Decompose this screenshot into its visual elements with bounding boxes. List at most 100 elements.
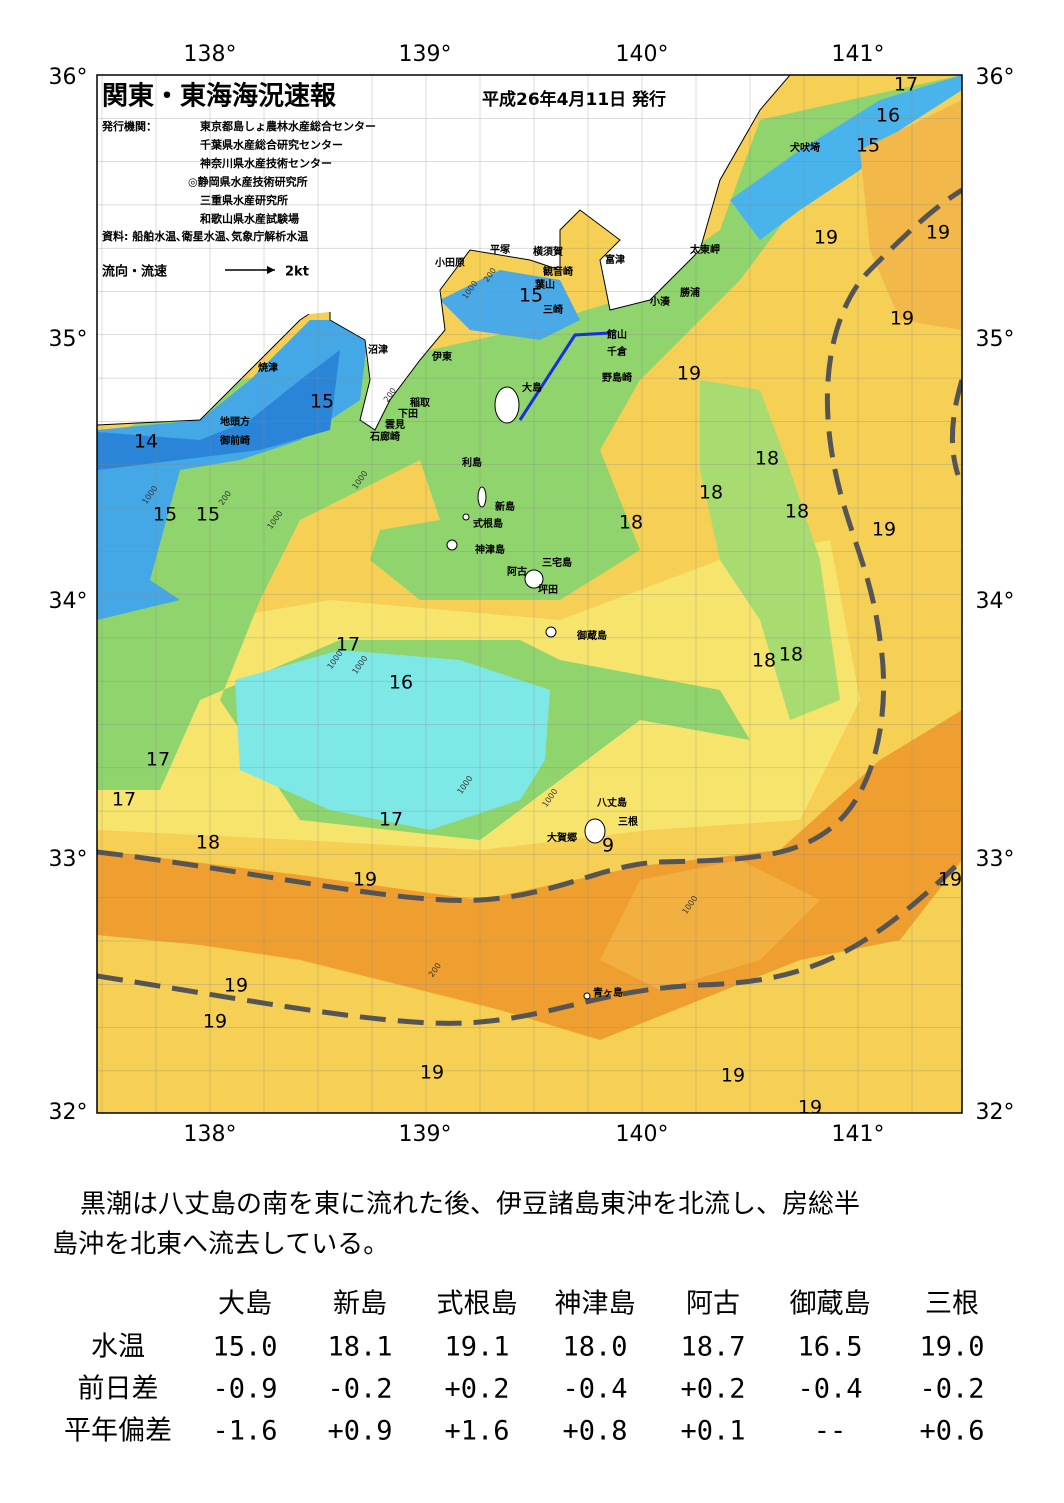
table-cell: 18.0 bbox=[562, 1332, 627, 1363]
table-cell: 15.0 bbox=[212, 1332, 277, 1363]
islands bbox=[446, 386, 606, 1000]
table-cell: +0.6 bbox=[919, 1416, 984, 1447]
lon-label: 140° bbox=[616, 42, 669, 67]
lon-label: 140° bbox=[616, 1122, 669, 1147]
contour-label: 19 bbox=[814, 227, 838, 249]
lat-label: 32° bbox=[976, 1100, 1015, 1125]
green-water bbox=[97, 75, 962, 840]
place-name: 小田原 bbox=[434, 256, 465, 269]
place-name: 御蔵島 bbox=[576, 629, 607, 642]
contour-label: 18 bbox=[196, 832, 220, 854]
bay-blue bbox=[440, 270, 580, 340]
island bbox=[494, 386, 520, 424]
contour-label: 18 bbox=[619, 512, 643, 534]
row-label: 平年偏差 bbox=[64, 1416, 172, 1447]
table-cell: -0.2 bbox=[919, 1374, 984, 1405]
contour-label: 19 bbox=[224, 975, 248, 997]
contour-label: 19 bbox=[890, 308, 914, 330]
table-cell: -1.6 bbox=[212, 1416, 277, 1447]
lon-label: 138° bbox=[184, 42, 237, 67]
lon-label: 141° bbox=[832, 1122, 885, 1147]
place-name: 青ヶ島 bbox=[593, 986, 623, 999]
lat-label: 33° bbox=[976, 847, 1015, 872]
contour-label: 19 bbox=[677, 363, 701, 385]
contour-label: 9 bbox=[602, 835, 614, 857]
lat-label: 35° bbox=[49, 327, 88, 352]
contour-label: 15 bbox=[310, 391, 334, 413]
island bbox=[524, 569, 544, 589]
place-name: 御前崎 bbox=[219, 434, 250, 447]
place-name: 利島 bbox=[462, 456, 482, 469]
contour-label: 17 bbox=[336, 634, 360, 656]
kuroshio-edge-east bbox=[949, 379, 962, 476]
contour-label: 19 bbox=[353, 869, 377, 891]
table-header: 新島 bbox=[333, 1289, 387, 1320]
table-header: 三根 bbox=[925, 1289, 979, 1320]
lat-label: 34° bbox=[49, 589, 88, 614]
place-name: 野島崎 bbox=[602, 371, 632, 384]
place-name: 勝浦 bbox=[680, 286, 700, 299]
contour-label: 17 bbox=[146, 749, 170, 771]
contour-label: 18 bbox=[755, 448, 779, 470]
source: 資料: 船舶水温､衛星水温､気象庁解析水温 bbox=[102, 229, 308, 243]
map-frame bbox=[96, 74, 963, 1114]
lat-label: 36° bbox=[49, 65, 88, 90]
flow-legend: 流向・流速 bbox=[102, 264, 167, 280]
table-cell: +0.9 bbox=[327, 1416, 392, 1447]
contour-label: 19 bbox=[721, 1065, 745, 1087]
place-name: 新島 bbox=[495, 500, 515, 513]
place-name: 焼津 bbox=[258, 361, 278, 374]
table-header: 神津島 bbox=[555, 1289, 636, 1320]
contour-label: 15 bbox=[856, 135, 880, 157]
place-name: 下田 bbox=[398, 408, 418, 420]
place-name: 大島 bbox=[522, 381, 542, 394]
place-name: 沼津 bbox=[368, 343, 388, 356]
publisher: 和歌山県水産試験場 bbox=[200, 212, 299, 226]
place-name: 千倉 bbox=[607, 345, 628, 358]
table-cell: +0.1 bbox=[680, 1416, 745, 1447]
table-cell: -0.2 bbox=[327, 1374, 392, 1405]
lat-label: 33° bbox=[49, 847, 88, 872]
place-name: 横須賀 bbox=[533, 245, 563, 258]
publisher: 千葉県水産総合研究センター bbox=[200, 138, 343, 152]
contour-label: 19 bbox=[926, 222, 950, 244]
summary-line: 島沖を北東へ流去している。 bbox=[52, 1230, 389, 1260]
contour-label: 17 bbox=[379, 809, 403, 831]
kuroshio-patch bbox=[600, 860, 820, 990]
kuroshio-axis bbox=[97, 187, 962, 903]
island bbox=[446, 539, 458, 551]
contour-label: 18 bbox=[699, 482, 723, 504]
contour-label: 19 bbox=[938, 869, 962, 891]
contour-label: 19 bbox=[420, 1062, 444, 1084]
lon-label: 139° bbox=[399, 1122, 452, 1147]
table-header: 大島 bbox=[218, 1289, 272, 1320]
place-name: 地頭方 bbox=[220, 415, 250, 428]
contour-label: 18 bbox=[779, 644, 803, 666]
contour-label: 14 bbox=[134, 431, 158, 453]
issue-date: 平成26年4月11日 発行 bbox=[482, 89, 666, 110]
extras: 138° 138° 139° 139° 140° 140° 141° 141° 36° 36° 35… bbox=[49, 42, 1015, 1447]
lat-label: 32° bbox=[49, 1100, 88, 1125]
publisher: 神奈川県水産技術センター bbox=[200, 156, 332, 170]
table-cell: +0.2 bbox=[444, 1374, 509, 1405]
publisher-heading: 発行機関： bbox=[101, 119, 157, 133]
island bbox=[583, 992, 591, 1000]
title: 関東・東海海況速報 bbox=[102, 82, 337, 112]
table-cell: +0.8 bbox=[562, 1416, 627, 1447]
place-name: 大賀郷 bbox=[547, 831, 577, 844]
ne-orange bbox=[860, 100, 962, 330]
table-cell: -0.4 bbox=[797, 1374, 862, 1405]
contour-label: 16 bbox=[876, 105, 900, 127]
graticule bbox=[97, 75, 962, 1113]
table-cell: 16.5 bbox=[797, 1332, 862, 1363]
contour-label: 19 bbox=[872, 519, 896, 541]
island bbox=[477, 486, 487, 508]
publisher: 東京都島しょ農林水産総合センター bbox=[200, 119, 376, 133]
publisher: ◎静岡県水産技術研究所 bbox=[188, 175, 308, 189]
contour-label: 15 bbox=[196, 504, 220, 526]
contour-label: 17 bbox=[894, 74, 918, 96]
cold-water bbox=[235, 650, 550, 830]
place-name: 伊東 bbox=[431, 350, 452, 363]
